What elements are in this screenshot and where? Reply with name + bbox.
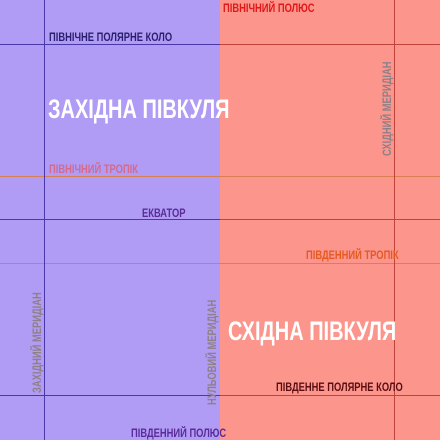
eastern-hemisphere-title: СХІДНА ПІВКУЛЯ — [228, 316, 397, 346]
arctic-circle-line — [0, 44, 440, 45]
prime-meridian-label: НУЛЬОВИЙ МЕРИДІАН — [205, 299, 219, 405]
eastern-meridian-line — [394, 0, 395, 440]
western-meridian-label: ЗАХІДНИЙ МЕРИДІАН — [30, 292, 44, 393]
equator-line — [0, 219, 440, 220]
western-hemisphere-region — [0, 0, 220, 440]
south-pole-label: ПІВДЕННИЙ ПОЛЮС — [131, 426, 227, 440]
tropic-of-capricorn-label: ПІВДЕННИЙ ТРОПІК — [306, 248, 399, 262]
equator-label: ЕКВАТОР — [142, 206, 186, 220]
tropic-of-capricorn-line — [0, 263, 440, 264]
tropic-of-cancer-label: ПІВНІЧНИЙ ТРОПІК — [49, 162, 139, 176]
arctic-circle-label: ПІВНІЧНЕ ПОЛЯРНЕ КОЛО — [49, 30, 173, 44]
western-hemisphere-title: ЗАХІДНА ПІВКУЛЯ — [48, 94, 230, 124]
north-pole-label: ПІВНІЧНИЙ ПОЛЮС — [223, 1, 315, 15]
antarctic-circle-label: ПІВДЕННЕ ПОЛЯРНЕ КОЛО — [276, 380, 403, 394]
eastern-hemisphere-region — [220, 0, 440, 440]
western-meridian-line — [44, 0, 45, 440]
eastern-meridian-label: СХІДНИЙ МЕРИДІАН — [380, 61, 394, 157]
antarctic-circle-line — [0, 395, 440, 396]
tropic-of-cancer-line — [0, 176, 440, 177]
